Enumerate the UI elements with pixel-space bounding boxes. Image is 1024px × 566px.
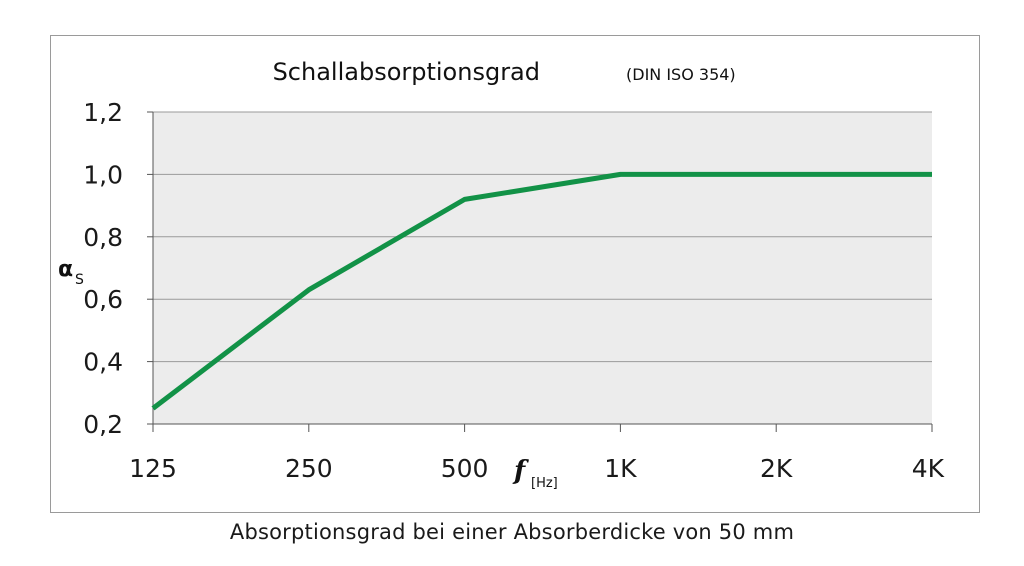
figure-caption: Absorptionsgrad bei einer Absorberdicke … [229, 520, 795, 544]
y-tick-label: 0,4 [83, 348, 123, 377]
y-tick-label: 1,2 [83, 98, 123, 127]
x-axis-label-subscript: [Hz] [531, 476, 558, 491]
chart-subtitle: (DIN ISO 354) [626, 65, 736, 84]
x-tick-label: 125 [129, 454, 177, 483]
x-tick-label: 1K [604, 454, 637, 483]
plot-area [153, 112, 932, 424]
y-axis-label-subscript: S [75, 272, 84, 288]
x-tick-label: 250 [285, 454, 333, 483]
chart-title: Schallabsorptionsgrad [273, 58, 540, 86]
y-tick-label: 1,0 [83, 160, 123, 189]
y-tick-label: 0,2 [83, 410, 123, 439]
y-tick-label: 0,6 [83, 285, 123, 314]
x-tick-label: 500 [441, 454, 489, 483]
x-axis-label: f [512, 456, 529, 486]
y-axis-label: α [58, 257, 73, 282]
x-tick-label: 2K [760, 454, 793, 483]
y-tick-label: 0,8 [83, 223, 123, 252]
x-tick-label: 4K [912, 454, 945, 483]
absorption-line [151, 171, 932, 411]
